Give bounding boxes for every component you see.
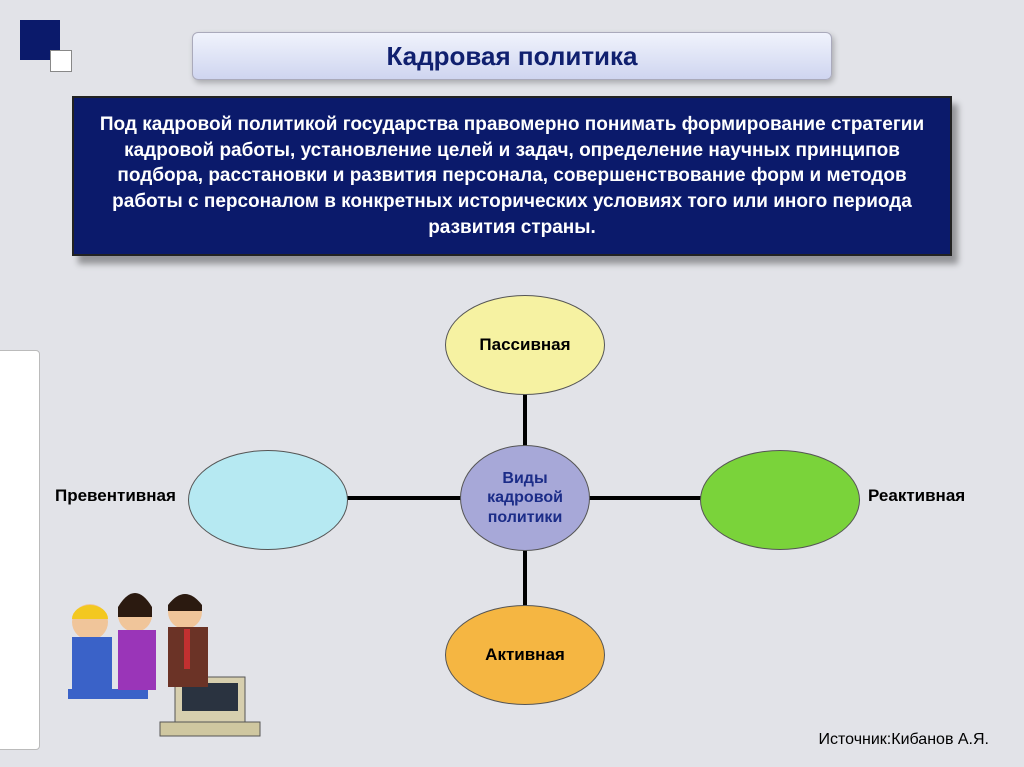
node-reactive [700, 450, 860, 550]
people-illustration [50, 567, 270, 747]
node-passive: Пассивная [445, 295, 605, 395]
node-center: Виды кадровой политики [460, 445, 590, 551]
corner-decoration [20, 20, 80, 80]
definition-text: Под кадровой политикой государства право… [100, 114, 924, 238]
node-reactive-label: Реактивная [868, 486, 965, 506]
node-active: Активная [445, 605, 605, 705]
source-citation: Источник:Кибанов А.Я. [819, 731, 990, 749]
node-preventive [188, 450, 348, 550]
page-title: Кадровая политика [386, 41, 637, 72]
node-center-label: Виды кадровой политики [467, 469, 583, 527]
node-active-label: Активная [485, 645, 565, 665]
title-bar: Кадровая политика [192, 32, 832, 80]
node-preventive-label: Превентивная [55, 486, 176, 506]
node-passive-label: Пассивная [479, 335, 570, 355]
source-text: Источник:Кибанов А.Я. [819, 731, 990, 748]
definition-box: Под кадровой политикой государства право… [72, 96, 952, 256]
